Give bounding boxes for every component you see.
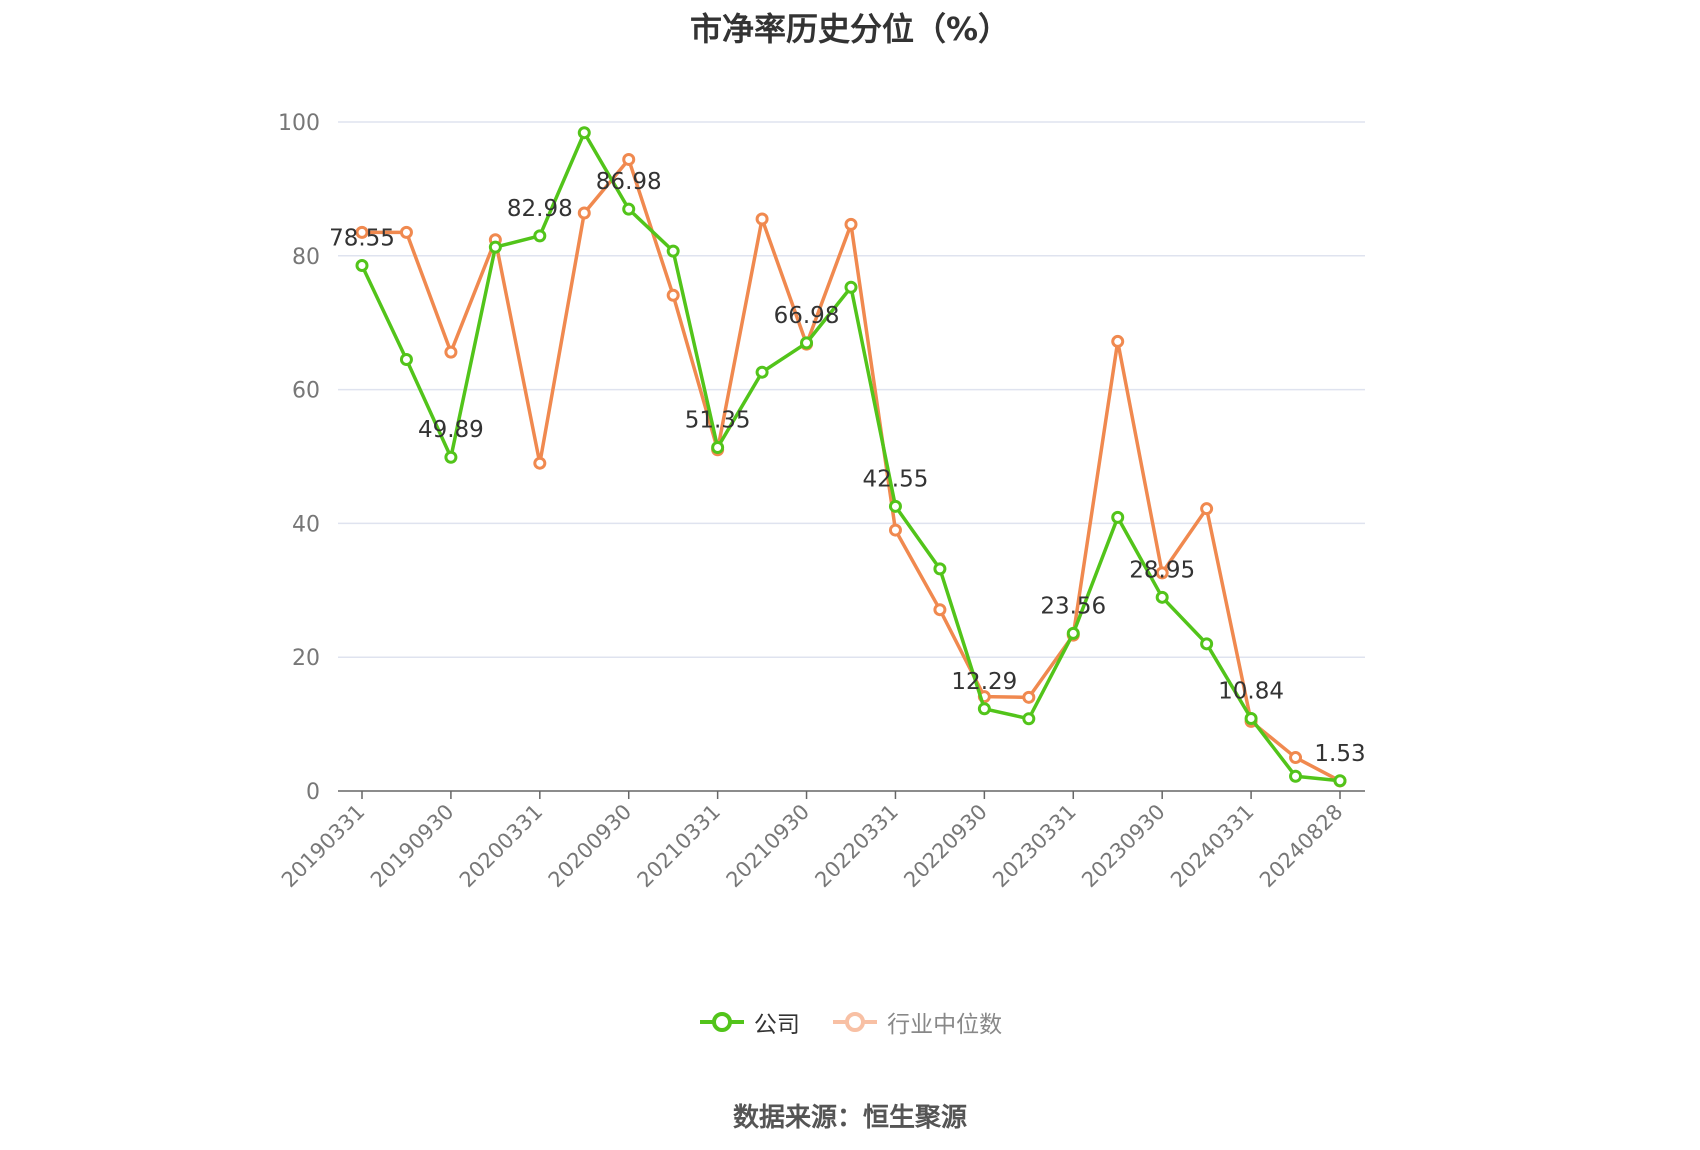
data-point-company <box>1244 711 1258 725</box>
x-tick-label: 20190331 <box>277 800 370 893</box>
data-label: 66.98 <box>774 303 840 329</box>
data-point-company <box>444 450 458 464</box>
data-point-company <box>933 562 947 576</box>
data-point-company <box>1333 774 1347 788</box>
legend: 公司 行业中位数 <box>0 1005 1700 1040</box>
data-point-company <box>800 336 814 350</box>
axes: 0 20 40 60 80 100 2019033120190930202003312020… <box>277 111 1365 892</box>
data-point-company <box>577 126 591 140</box>
x-tick-label: 20240828 <box>1255 800 1348 893</box>
data-point-company <box>711 440 725 454</box>
data-label: 86.98 <box>596 169 662 195</box>
data-label: 78.55 <box>329 226 395 252</box>
data-point-company <box>1200 637 1214 651</box>
data-point-company <box>666 244 680 258</box>
x-tick-label: 20200930 <box>544 800 637 893</box>
x-tick-label: 20240331 <box>1166 800 1259 893</box>
y-tick-label: 40 <box>292 512 320 537</box>
data-point-industry-median <box>1111 334 1125 348</box>
data-label: 82.98 <box>507 196 573 222</box>
data-label: 23.56 <box>1040 593 1106 619</box>
data-label: 10.84 <box>1218 678 1284 704</box>
data-point-company <box>888 499 902 513</box>
data-point-company <box>844 280 858 294</box>
data-point-company <box>977 702 991 716</box>
data-point-industry-median <box>933 603 947 617</box>
data-point-industry-median <box>533 456 547 470</box>
x-tick-label: 20210331 <box>633 800 726 893</box>
y-tick-label: 0 <box>306 780 320 805</box>
data-point-company <box>488 240 502 254</box>
data-point-industry-median <box>888 523 902 537</box>
data-label: 1.53 <box>1314 741 1365 767</box>
y-tick-label: 20 <box>292 646 320 671</box>
data-point-industry-median <box>844 217 858 231</box>
data-point-industry-median <box>444 345 458 359</box>
data-point-company <box>1022 712 1036 726</box>
x-tick-label: 20200331 <box>455 800 548 893</box>
data-point-industry-median <box>1289 751 1303 765</box>
data-label: 51.35 <box>685 407 751 433</box>
data-point-company <box>1289 769 1303 783</box>
data-point-industry-median <box>1200 502 1214 516</box>
data-label: 28.95 <box>1129 557 1195 583</box>
data-label: 49.89 <box>418 417 484 443</box>
data-point-company <box>355 259 369 273</box>
chart-title: 市净率历史分位（%） <box>689 10 1011 48</box>
legend-industry-marker-icon <box>833 1012 878 1032</box>
data-point-industry-median <box>1155 566 1169 580</box>
data-point-company <box>755 365 769 379</box>
data-point-company <box>1111 510 1125 524</box>
legend-item-industry-median[interactable]: 行业中位数 <box>831 1005 1002 1039</box>
data-labels: 78.55 49.89 82.98 86.98 51.35 66.98 42.55 12.29… <box>329 169 1366 767</box>
x-tick-label: 20220331 <box>810 800 903 893</box>
legend-company-marker-icon <box>699 1012 744 1032</box>
data-point-company <box>1066 626 1080 640</box>
x-tick-label: 20230930 <box>1077 800 1170 893</box>
legend-item-company[interactable]: 公司 <box>698 1005 800 1039</box>
data-point-company <box>399 352 413 366</box>
data-point-company <box>533 229 547 243</box>
x-tick-label: 20210930 <box>722 800 815 893</box>
series-lines <box>355 126 1347 788</box>
data-point-industry-median <box>399 225 413 239</box>
y-tick-label: 100 <box>278 111 320 136</box>
legend-label-industry-median: 行业中位数 <box>887 1012 1003 1038</box>
data-point-industry-median <box>666 288 680 302</box>
data-point-industry-median <box>577 206 591 220</box>
data-label: 12.29 <box>951 669 1017 695</box>
data-label: 42.55 <box>863 466 929 492</box>
grid-lines <box>338 121 1365 658</box>
data-point-industry-median <box>355 225 369 239</box>
x-tick-label: 20190930 <box>366 800 459 893</box>
data-point-company <box>1155 590 1169 604</box>
y-tick-label: 80 <box>292 245 320 270</box>
data-point-company <box>622 202 636 216</box>
x-tick-label: 20230331 <box>988 800 1081 893</box>
series-line-industry-median <box>362 157 1341 783</box>
x-tick-label: 20220930 <box>899 800 992 893</box>
y-tick-label: 60 <box>292 379 320 404</box>
data-point-industry-median <box>1022 690 1036 704</box>
source-note: 数据来源：恒生聚源 <box>732 1103 967 1133</box>
data-point-industry-median <box>755 212 769 226</box>
data-point-industry-median <box>622 152 636 166</box>
legend-label-company: 公司 <box>753 1012 800 1038</box>
